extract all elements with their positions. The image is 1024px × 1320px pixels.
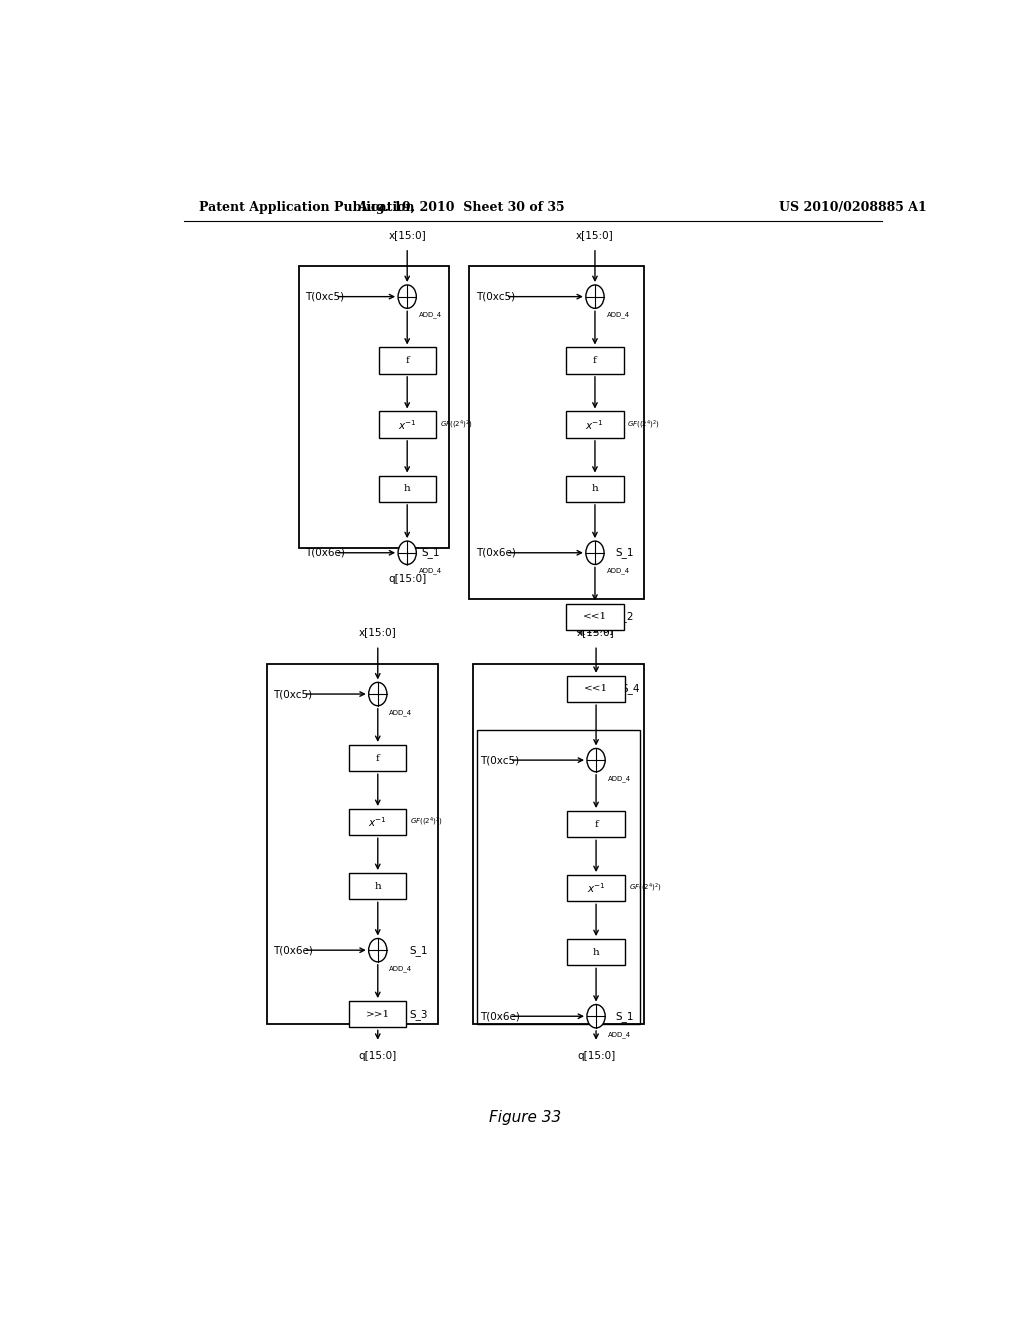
Text: $GF((2^4)^2)$: $GF((2^4)^2)$ (411, 816, 443, 828)
Text: S_2: S_2 (615, 611, 634, 622)
Text: f: f (406, 356, 409, 366)
Text: S_1: S_1 (615, 1011, 634, 1022)
Text: S_4: S_4 (622, 684, 640, 694)
Text: h: h (593, 948, 599, 957)
Text: f: f (376, 754, 380, 763)
Text: $x^{-1}$: $x^{-1}$ (586, 418, 604, 432)
Text: >>1: >>1 (366, 1010, 390, 1019)
Text: $x^{-1}$: $x^{-1}$ (397, 418, 417, 432)
Text: S_1: S_1 (410, 945, 428, 956)
Text: T(0x6e): T(0x6e) (475, 548, 515, 558)
Text: ADD_4: ADD_4 (606, 312, 630, 318)
Circle shape (586, 285, 604, 309)
Text: ADD_4: ADD_4 (607, 775, 631, 781)
Circle shape (586, 541, 604, 565)
Text: ADD_4: ADD_4 (389, 965, 413, 972)
Circle shape (587, 748, 605, 772)
Text: h: h (403, 484, 411, 494)
Text: x[15:0]: x[15:0] (388, 230, 426, 240)
Text: f: f (594, 820, 598, 829)
Text: Aug. 19, 2010  Sheet 30 of 35: Aug. 19, 2010 Sheet 30 of 35 (357, 201, 565, 214)
Circle shape (369, 682, 387, 706)
Text: S_3: S_3 (410, 1008, 428, 1019)
FancyBboxPatch shape (566, 475, 624, 502)
Text: q[15:0]: q[15:0] (358, 1051, 397, 1061)
Text: ADD_4: ADD_4 (389, 709, 413, 715)
Text: f: f (593, 356, 597, 366)
Text: S_1: S_1 (422, 548, 440, 558)
Text: q[15:0]: q[15:0] (575, 624, 614, 635)
FancyBboxPatch shape (567, 939, 625, 965)
Text: x[15:0]: x[15:0] (578, 627, 615, 638)
Text: $GF((2^4)^2)$: $GF((2^4)^2)$ (439, 418, 473, 430)
FancyBboxPatch shape (566, 347, 624, 374)
FancyBboxPatch shape (379, 475, 436, 502)
Text: T(0xc5): T(0xc5) (475, 292, 515, 302)
Text: q[15:0]: q[15:0] (388, 574, 426, 585)
Text: $GF((2^4)^2)$: $GF((2^4)^2)$ (629, 882, 662, 895)
FancyBboxPatch shape (567, 810, 625, 837)
Text: ADD_4: ADD_4 (419, 568, 441, 574)
Text: <<1: <<1 (584, 685, 608, 693)
Text: T(0x6e): T(0x6e) (479, 1011, 519, 1022)
FancyBboxPatch shape (567, 875, 625, 902)
Text: x[15:0]: x[15:0] (358, 627, 396, 638)
FancyBboxPatch shape (349, 809, 407, 836)
FancyBboxPatch shape (566, 603, 624, 630)
Text: US 2010/0208885 A1: US 2010/0208885 A1 (778, 201, 927, 214)
Text: ADD_4: ADD_4 (607, 1031, 631, 1038)
Circle shape (587, 1005, 605, 1028)
Text: T(0xc5): T(0xc5) (305, 292, 344, 302)
Text: S_1: S_1 (615, 548, 634, 558)
FancyBboxPatch shape (349, 1001, 407, 1027)
Circle shape (369, 939, 387, 962)
Text: T(0xc5): T(0xc5) (479, 755, 519, 766)
Text: ADD_4: ADD_4 (606, 568, 630, 574)
Text: <<1: <<1 (583, 612, 607, 622)
Text: ADD_4: ADD_4 (419, 312, 441, 318)
FancyBboxPatch shape (567, 676, 625, 702)
Text: T(0xc5): T(0xc5) (273, 689, 312, 700)
Text: Figure 33: Figure 33 (488, 1110, 561, 1126)
Text: x[15:0]: x[15:0] (577, 230, 613, 240)
FancyBboxPatch shape (349, 744, 407, 771)
Circle shape (398, 541, 417, 565)
Text: h: h (592, 484, 598, 494)
FancyBboxPatch shape (349, 873, 407, 899)
Text: q[15:0]: q[15:0] (577, 1051, 615, 1061)
Text: Patent Application Publication: Patent Application Publication (200, 201, 415, 214)
FancyBboxPatch shape (379, 412, 436, 438)
FancyBboxPatch shape (566, 412, 624, 438)
Text: $x^{-1}$: $x^{-1}$ (587, 882, 605, 895)
Text: T(0x6e): T(0x6e) (273, 945, 313, 956)
Text: T(0x6e): T(0x6e) (305, 548, 345, 558)
Text: $GF((2^4)^2)$: $GF((2^4)^2)$ (628, 418, 660, 430)
Circle shape (398, 285, 417, 309)
FancyBboxPatch shape (379, 347, 436, 374)
Text: h: h (375, 882, 381, 891)
Text: $x^{-1}$: $x^{-1}$ (369, 816, 387, 829)
